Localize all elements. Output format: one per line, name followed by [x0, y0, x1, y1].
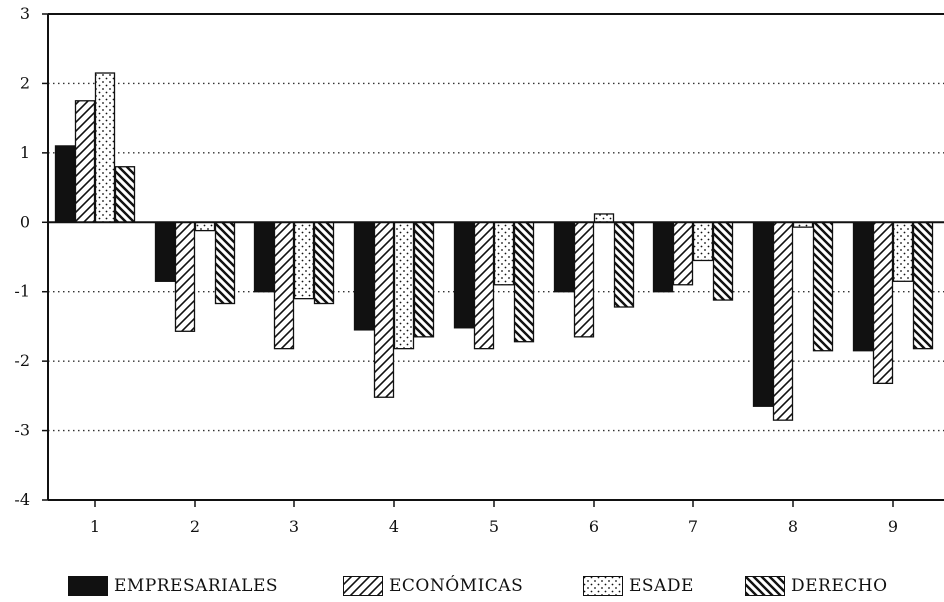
bar-econ-micas-8: [772, 221, 794, 421]
bar-derecho-4: [413, 221, 435, 338]
x-tick-label: 6: [589, 517, 599, 536]
bars: [54, 72, 934, 421]
bar-derecho-8: [812, 221, 834, 352]
bar-empresariales-3: [253, 221, 275, 293]
bar-esade-3: [293, 221, 315, 300]
bar-derecho-3: [313, 221, 335, 305]
bar-derecho-1: [114, 166, 136, 223]
bar-empresariales-9: [852, 221, 874, 352]
legend-swatch-diagonal-back: [745, 576, 785, 596]
legend-item-derecho: DERECHO: [745, 576, 888, 596]
bar-econ-micas-2: [174, 221, 196, 332]
legend-label: EMPRESARIALES: [114, 576, 279, 596]
legend-item-economicas: ECONÓMICAS: [343, 576, 523, 596]
bar-empresariales-1: [54, 145, 76, 223]
legend-label: ECONÓMICAS: [389, 576, 524, 596]
bar-econ-micas-7: [672, 221, 694, 286]
x-tick-label: 4: [389, 517, 399, 536]
legend-item-esade: ESADE: [583, 576, 694, 596]
y-tick-label: 2: [20, 73, 30, 92]
axes: [42, 13, 944, 507]
x-tick-label: 1: [90, 517, 100, 536]
bar-esade-2: [194, 221, 216, 232]
bar-econ-micas-1: [74, 100, 96, 223]
bar-esade-4: [393, 221, 415, 350]
bar-esade-6: [593, 213, 615, 223]
legend-label: ESADE: [629, 576, 694, 596]
x-tick-label: 8: [788, 517, 798, 536]
x-tick-label: 9: [888, 517, 898, 536]
bar-derecho-2: [214, 221, 236, 305]
bar-empresariales-8: [752, 221, 774, 407]
bar-esade-9: [892, 221, 914, 282]
y-tick-label: -4: [14, 490, 30, 509]
x-tick-label: 5: [489, 517, 499, 536]
bar-econ-micas-6: [573, 221, 595, 338]
bar-econ-micas-3: [273, 221, 295, 350]
bar-esade-1: [94, 72, 116, 223]
bar-econ-micas-4: [373, 221, 395, 398]
bar-econ-micas-9: [872, 221, 894, 385]
bar-esade-5: [493, 221, 515, 286]
legend-label: DERECHO: [791, 576, 888, 596]
bar-empresariales-4: [353, 221, 375, 331]
bar-derecho-7: [712, 221, 734, 301]
x-tick-labels: 1 2 3 4 5 6 7 8 9: [90, 517, 898, 536]
bar-empresariales-6: [553, 221, 575, 293]
y-tick-label: 1: [20, 143, 30, 162]
bar-chart: 3 2 1 0 -1 -2 -3 -4 1 2 3 4 5 6 7 8 9: [14, 4, 944, 536]
y-tick-label: 3: [20, 4, 30, 23]
legend-swatch-dots: [583, 576, 623, 596]
x-tick-label: 7: [688, 517, 698, 536]
y-tick-label: -3: [14, 421, 30, 440]
bar-derecho-5: [513, 221, 535, 343]
x-tick-label: 3: [289, 517, 299, 536]
bar-derecho-9: [912, 221, 934, 350]
y-tick-label: -1: [14, 282, 30, 301]
legend: EMPRESARIALES ECONÓMICAS ESADE DERECHO: [0, 576, 944, 602]
legend-swatch-solid: [68, 576, 108, 596]
y-tick-label: -2: [14, 351, 30, 370]
bar-empresariales-7: [652, 221, 674, 293]
bar-empresariales-2: [154, 221, 176, 282]
x-tick-label: 2: [190, 517, 200, 536]
bar-esade-7: [692, 221, 714, 262]
legend-item-empresariales: EMPRESARIALES: [68, 576, 278, 596]
bar-econ-micas-5: [473, 221, 495, 350]
bar-derecho-6: [613, 221, 635, 308]
y-tick-label: 0: [20, 212, 30, 231]
legend-swatch-diagonal-forward: [343, 576, 383, 596]
bar-empresariales-5: [453, 221, 475, 329]
y-tick-labels: 3 2 1 0 -1 -2 -3 -4: [14, 4, 30, 509]
